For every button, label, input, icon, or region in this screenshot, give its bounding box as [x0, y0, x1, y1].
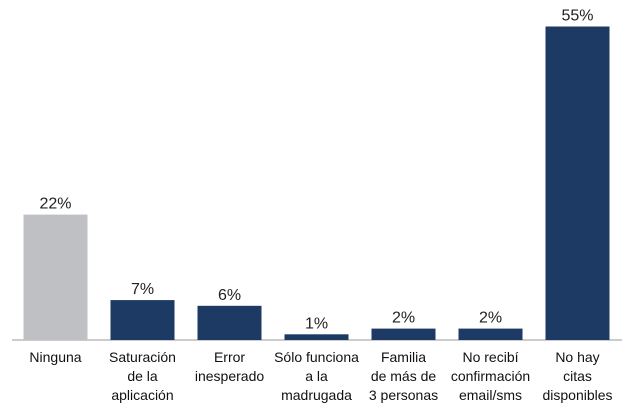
value-label: 2%: [479, 310, 502, 327]
value-label: 22%: [39, 196, 71, 213]
value-label: 1%: [305, 315, 328, 332]
bar: [197, 305, 262, 340]
category-label: No hay citas disponibles: [542, 349, 613, 403]
category-label: Saturación de la aplicación: [109, 349, 176, 403]
value-label: 6%: [218, 287, 241, 304]
value-label: 2%: [392, 310, 415, 327]
value-label: 7%: [131, 281, 154, 298]
category-label: No recibí confirmación email/sms: [450, 349, 531, 403]
bar: [23, 214, 88, 340]
category-label: Ninguna: [29, 349, 82, 365]
bar: [110, 300, 175, 340]
category-label: Error inesperado: [194, 349, 265, 384]
bar: [371, 328, 436, 340]
bar: [284, 334, 349, 340]
bar: [545, 26, 610, 340]
value-label: 55%: [561, 8, 593, 25]
category-label: Familia de más de 3 personas: [368, 349, 439, 403]
bar: [458, 328, 523, 340]
category-label: Sólo funciona a la madrugada: [274, 349, 359, 403]
